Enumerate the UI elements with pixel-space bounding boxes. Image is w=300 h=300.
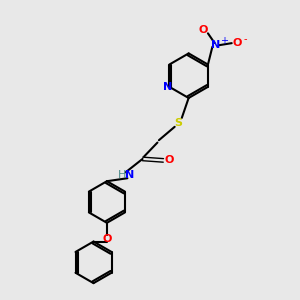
- Text: O: O: [199, 26, 208, 35]
- Text: N: N: [211, 40, 220, 50]
- Text: O: O: [164, 155, 173, 165]
- Text: S: S: [174, 118, 182, 128]
- Text: +: +: [220, 36, 228, 46]
- Text: N: N: [163, 82, 172, 92]
- Text: N: N: [125, 170, 134, 180]
- Text: -: -: [243, 34, 247, 45]
- Text: H: H: [118, 170, 126, 180]
- Text: O: O: [102, 234, 112, 244]
- Text: O: O: [232, 38, 242, 48]
